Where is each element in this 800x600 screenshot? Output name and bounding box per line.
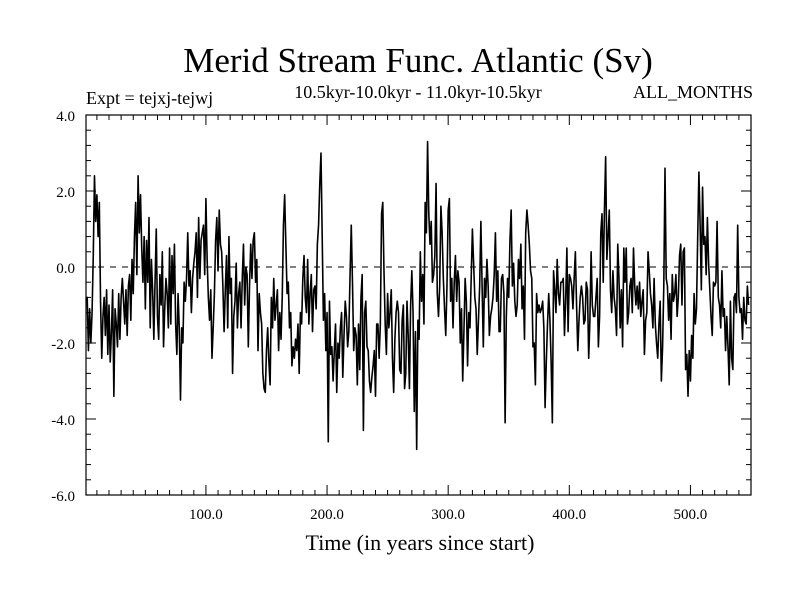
plot-frame [85, 114, 752, 496]
y-axis-ticks: -6.0 -4.0 -2.0 0.0 2.0 4.0 [51, 109, 751, 505]
chart-subtitle: 10.5kyr-10.0kyr - 11.0kyr-10.5kyr [294, 82, 542, 102]
series-line-tejxj-tejwj [85, 140, 750, 451]
x-axis-label: Time (in years since start) [306, 530, 535, 555]
experiment-label: Expt = tejxj-tejwj [86, 88, 213, 108]
y-tick-label: 4.0 [56, 109, 75, 125]
y-tick-label: -6.0 [51, 489, 75, 505]
season-label: ALL_MONTHS [633, 82, 753, 102]
x-tick-label: 200.0 [310, 507, 344, 523]
y-tick-label: 0.0 [56, 261, 75, 277]
y-tick-label: -2.0 [51, 337, 75, 353]
x-tick-label: 100.0 [189, 507, 223, 523]
y-tick-label: -4.0 [51, 413, 75, 429]
x-tick-label: 500.0 [674, 507, 708, 523]
chart-title: Merid Stream Func. Atlantic (Sv) [183, 41, 653, 80]
x-axis-ticks: 100.0 200.0 300.0 400.0 500.0 [96, 115, 752, 523]
x-tick-label: 400.0 [552, 507, 586, 523]
y-tick-label: 2.0 [56, 185, 75, 201]
x-tick-label: 300.0 [431, 507, 465, 523]
